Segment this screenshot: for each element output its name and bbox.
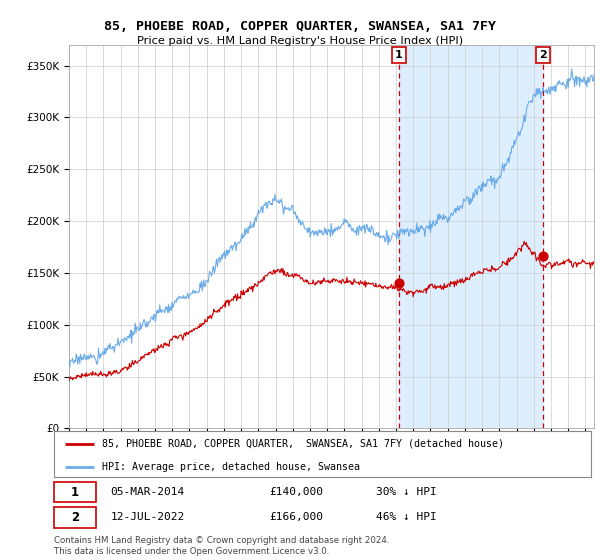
Text: 12-JUL-2022: 12-JUL-2022 <box>110 512 185 522</box>
Text: 1: 1 <box>71 486 79 499</box>
Text: 46% ↓ HPI: 46% ↓ HPI <box>376 512 437 522</box>
Text: 85, PHOEBE ROAD, COPPER QUARTER,  SWANSEA, SA1 7FY (detached house): 85, PHOEBE ROAD, COPPER QUARTER, SWANSEA… <box>103 438 505 449</box>
Text: 2: 2 <box>71 511 79 524</box>
FancyBboxPatch shape <box>54 482 96 502</box>
Text: £140,000: £140,000 <box>269 487 323 497</box>
Text: Price paid vs. HM Land Registry's House Price Index (HPI): Price paid vs. HM Land Registry's House … <box>137 36 463 46</box>
Text: 30% ↓ HPI: 30% ↓ HPI <box>376 487 437 497</box>
Text: Contains HM Land Registry data © Crown copyright and database right 2024.
This d: Contains HM Land Registry data © Crown c… <box>54 536 389 556</box>
Text: 85, PHOEBE ROAD, COPPER QUARTER, SWANSEA, SA1 7FY: 85, PHOEBE ROAD, COPPER QUARTER, SWANSEA… <box>104 20 496 32</box>
Text: 2: 2 <box>539 50 547 60</box>
Text: HPI: Average price, detached house, Swansea: HPI: Average price, detached house, Swan… <box>103 462 361 472</box>
Text: £166,000: £166,000 <box>269 512 323 522</box>
FancyBboxPatch shape <box>54 507 96 528</box>
Point <box>394 279 404 288</box>
Text: 1: 1 <box>395 50 403 60</box>
Point <box>538 252 548 261</box>
Text: 05-MAR-2014: 05-MAR-2014 <box>110 487 185 497</box>
Bar <box>399 45 543 428</box>
